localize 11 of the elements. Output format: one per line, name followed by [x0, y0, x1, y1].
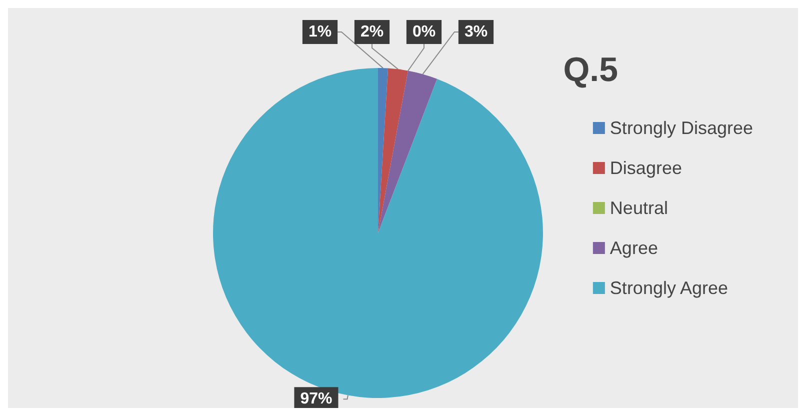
legend-label: Strongly Agree — [610, 278, 728, 298]
data-label: 97% — [300, 390, 332, 408]
legend-label: Strongly Disagree — [610, 118, 754, 138]
text: 0% — [412, 24, 436, 40]
legend-label: Neutral — [610, 198, 668, 218]
data-label: 3% — [464, 24, 488, 40]
data-label: 2% — [360, 24, 384, 40]
data-label: 1% — [308, 24, 332, 40]
text: Q.5 — [563, 51, 618, 89]
legend-label: Disagree — [610, 158, 682, 178]
legend-label: Agree — [610, 238, 658, 258]
